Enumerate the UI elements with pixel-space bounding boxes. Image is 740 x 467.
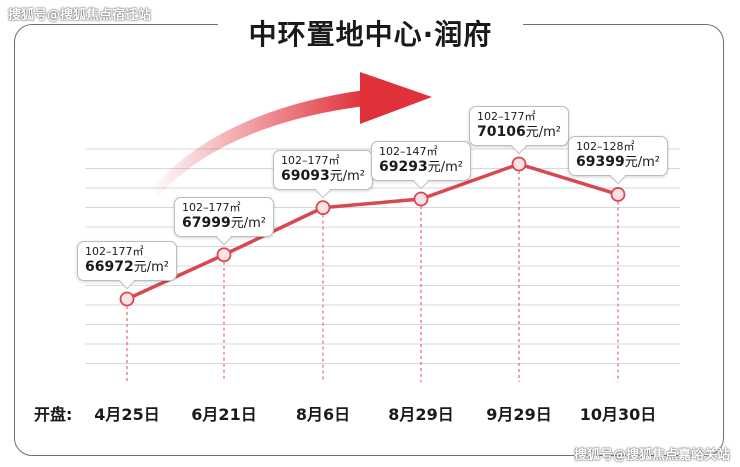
x-tick-label: 8月6日 xyxy=(295,405,351,424)
data-callout: 102–128㎡ 69399元/m² xyxy=(568,136,668,176)
drop-lines xyxy=(126,171,619,382)
data-label: 69293 xyxy=(379,159,428,175)
x-tick-label: 9月29日 xyxy=(486,405,552,424)
data-point xyxy=(511,156,527,172)
price-unit: 元/m² xyxy=(329,169,365,184)
series-line xyxy=(126,162,619,301)
chart-title: 中环置地中心·润府 xyxy=(248,18,493,51)
callout-area: 102–128㎡ xyxy=(576,140,635,153)
price-unit: 元/m² xyxy=(525,125,561,140)
data-callout: 102–177㎡ 70106元/m² xyxy=(469,106,569,146)
data-point xyxy=(119,291,135,307)
data-point xyxy=(216,247,232,263)
data-point xyxy=(610,187,626,202)
callout-price: 69293元/m² xyxy=(379,159,463,176)
callout-price: 69399元/m² xyxy=(576,154,660,171)
grid-lines xyxy=(85,148,680,364)
price-unit: 元/m² xyxy=(624,155,660,170)
price-unit: 元/m² xyxy=(427,160,463,175)
trend-arrow-body xyxy=(150,90,365,196)
callout-price: 69093元/m² xyxy=(281,168,365,185)
watermark-bottom: 搜狐号@搜狐焦点嘉峪关站 xyxy=(573,448,730,463)
x-row-label: 开盘: xyxy=(34,405,73,424)
price-unit: 元/m² xyxy=(133,260,169,275)
data-point xyxy=(315,200,331,216)
data-label: 66972 xyxy=(85,259,134,275)
data-label: 69399 xyxy=(576,154,625,170)
callout-price: 70106元/m² xyxy=(477,124,561,141)
data-callout: 102–147㎡ 69293元/m² xyxy=(371,141,471,181)
price-unit: 元/m² xyxy=(230,216,266,231)
callout-area: 102–147㎡ xyxy=(379,145,438,158)
callout-area: 102–177㎡ xyxy=(477,110,536,123)
title-box: 中环置地中心·润府 xyxy=(218,8,523,58)
trend-arrow-head xyxy=(360,72,432,124)
data-callout: 102–177㎡ 67999元/m² xyxy=(174,197,274,237)
data-markers xyxy=(119,156,626,307)
data-label: 70106 xyxy=(477,124,526,140)
callout-area: 102–177㎡ xyxy=(182,201,241,214)
data-label: 69093 xyxy=(281,168,330,184)
callout-price: 67999元/m² xyxy=(182,215,266,232)
x-tick-label: 10月30日 xyxy=(579,405,657,424)
x-tick-label: 8月29日 xyxy=(388,405,454,424)
data-label: 67999 xyxy=(182,215,231,231)
callout-area: 102–177㎡ xyxy=(85,245,144,258)
callout-area: 102–177㎡ xyxy=(281,154,340,167)
x-tick-label: 4月25日 xyxy=(94,405,160,424)
data-point xyxy=(413,191,429,207)
data-callout: 102–177㎡ 69093元/m² xyxy=(273,150,373,190)
x-tick-label: 6月21日 xyxy=(191,405,257,424)
watermark-top: 搜狐号@搜狐焦点宿迁站 xyxy=(8,8,152,23)
data-callout: 102–177㎡ 66972元/m² xyxy=(77,241,177,281)
callout-price: 66972元/m² xyxy=(85,259,169,276)
